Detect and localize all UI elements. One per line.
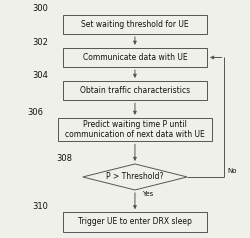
Text: P > Threshold?: P > Threshold? <box>106 173 164 181</box>
Text: 306: 306 <box>27 108 43 117</box>
FancyBboxPatch shape <box>63 81 207 100</box>
Polygon shape <box>83 164 187 190</box>
Text: 302: 302 <box>32 38 48 47</box>
Text: 304: 304 <box>32 71 48 80</box>
Text: 310: 310 <box>32 202 48 211</box>
Text: Set waiting threshold for UE: Set waiting threshold for UE <box>81 20 189 29</box>
Text: Predict waiting time P until
communication of next data with UE: Predict waiting time P until communicati… <box>65 120 205 139</box>
Text: Yes: Yes <box>142 191 154 197</box>
FancyBboxPatch shape <box>63 15 207 34</box>
FancyBboxPatch shape <box>63 212 207 232</box>
FancyBboxPatch shape <box>63 48 207 67</box>
Text: Communicate data with UE: Communicate data with UE <box>83 53 187 62</box>
Text: Trigger UE to enter DRX sleep: Trigger UE to enter DRX sleep <box>78 218 192 226</box>
Text: 300: 300 <box>32 5 48 14</box>
FancyBboxPatch shape <box>58 118 212 141</box>
Text: No: No <box>227 168 236 174</box>
Text: Obtain traffic characteristics: Obtain traffic characteristics <box>80 86 190 95</box>
Text: 308: 308 <box>57 154 73 163</box>
